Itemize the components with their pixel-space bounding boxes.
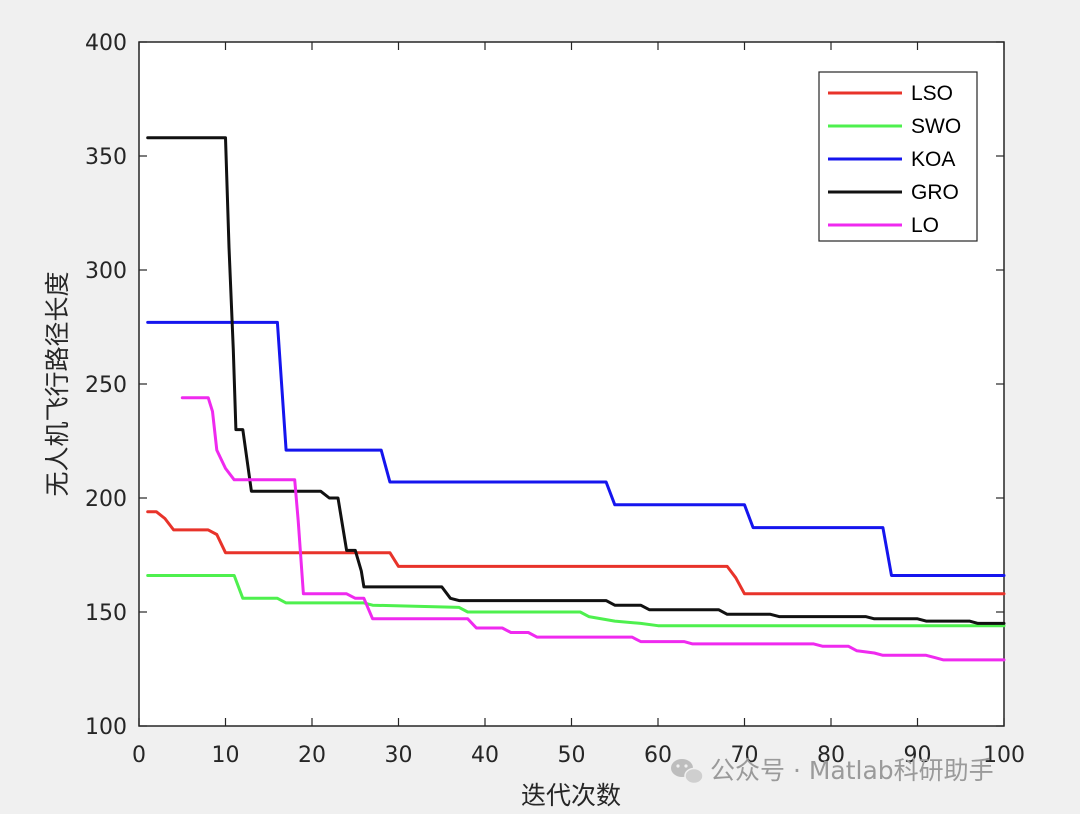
series-line-gro — [146, 136, 1006, 625]
x-tick-label: 70 — [731, 743, 759, 768]
legend: LSO SWO KOA GRO LO — [818, 71, 978, 242]
series-line-lso — [146, 510, 1006, 596]
series-line-koa — [146, 320, 1006, 577]
x-tick-label: 100 — [983, 743, 1025, 768]
legend-label-lo: LO — [911, 214, 939, 237]
x-tick-label: 10 — [212, 743, 240, 768]
x-tick-label: 20 — [298, 743, 326, 768]
x-tick-label: 40 — [471, 743, 499, 768]
legend-box — [818, 71, 978, 242]
legend-label-swo: SWO — [911, 115, 961, 138]
x-tick-label: 60 — [644, 743, 672, 768]
y-tick-label: 350 — [85, 145, 127, 170]
legend-label-lso: LSO — [911, 82, 953, 105]
y-tick-label: 300 — [85, 259, 127, 284]
series-lines — [146, 136, 1006, 662]
x-tick-label: 50 — [558, 743, 586, 768]
x-tick-label: 30 — [385, 743, 413, 768]
x-tick-label: 80 — [817, 743, 845, 768]
y-axis-label: 无人机飞行路径长度 — [43, 271, 72, 496]
series-line-swo — [146, 574, 1006, 628]
legend-label-gro: GRO — [911, 181, 959, 204]
series-line-lo — [180, 396, 1006, 662]
legend-label-koa: KOA — [911, 148, 955, 171]
watermark-text: 公众号 · Matlab科研助手 — [710, 756, 994, 785]
y-tick-label: 200 — [85, 487, 127, 512]
x-axis-label: 迭代次数 — [521, 781, 621, 810]
y-tick-label: 100 — [85, 715, 127, 740]
y-tick-label: 250 — [85, 373, 127, 398]
x-tick-label: 90 — [904, 743, 932, 768]
x-tick-label: 0 — [132, 743, 146, 768]
y-tick-label: 150 — [85, 601, 127, 626]
axis-ticks: 0 10 20 30 40 50 60 70 80 90 100 100 150 200 250 300 350… — [85, 31, 1025, 768]
wechat-icon — [671, 759, 704, 785]
watermark: 公众号 · Matlab科研助手 — [671, 756, 994, 785]
y-tick-label: 400 — [85, 31, 127, 56]
